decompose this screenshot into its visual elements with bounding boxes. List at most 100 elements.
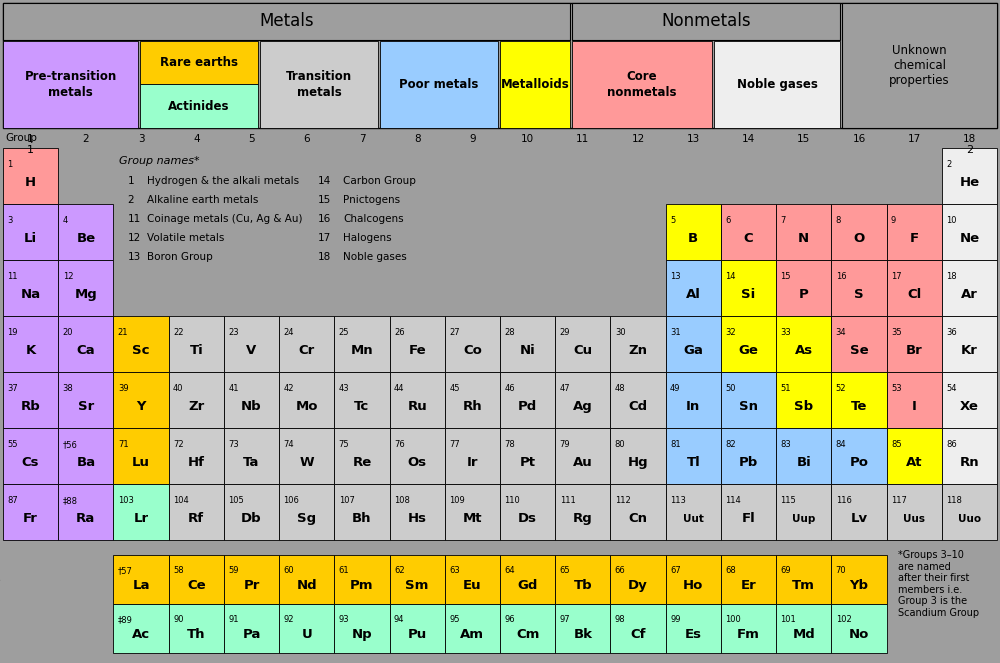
Text: Os: Os [408,456,427,469]
Text: Halogens: Halogens [343,233,392,243]
Bar [776,484,831,540]
Text: He: He [959,176,979,189]
Text: 59: 59 [228,566,239,575]
Text: Zr: Zr [188,400,204,413]
Bar [3,3,570,40]
Text: Coinage metals (Cu, Ag & Au): Coinage metals (Cu, Ag & Au) [147,214,303,224]
Text: P: P [799,288,809,301]
Text: Nd: Nd [296,579,317,592]
Text: 114: 114 [725,497,741,505]
Text: Pnictogens: Pnictogens [343,195,401,205]
Text: Ne: Ne [959,232,979,245]
Text: Fl: Fl [742,512,755,525]
Text: 62: 62 [394,566,405,575]
Text: 116: 116 [836,497,852,505]
Text: I: I [912,400,917,413]
Bar [3,484,58,540]
Bar [842,3,997,128]
Text: 11: 11 [127,214,141,224]
Text: Db: Db [241,512,262,525]
Bar [555,484,610,540]
Text: 84: 84 [836,440,846,450]
Text: Rare earths: Rare earths [160,56,238,69]
Text: Pr: Pr [243,579,260,592]
Text: Metalloids: Metalloids [501,78,569,91]
Text: Ni: Ni [520,344,535,357]
Text: Pt: Pt [520,456,536,469]
Bar [942,260,997,316]
Text: 18: 18 [317,252,331,262]
Bar [666,316,721,372]
Text: 8: 8 [836,216,841,225]
Text: Carbon Group: Carbon Group [343,176,416,186]
Text: Ca: Ca [77,344,95,357]
Bar [610,372,666,428]
Text: 1: 1 [7,160,13,169]
Text: 82: 82 [725,440,736,450]
Text: 16: 16 [852,134,866,144]
Bar [58,372,113,428]
Text: 70: 70 [836,566,846,575]
Text: 71: 71 [118,440,128,450]
Text: 14: 14 [725,272,736,281]
Bar [380,41,498,128]
Bar [334,484,390,540]
Text: 47: 47 [560,385,570,393]
Text: 117: 117 [891,497,907,505]
Bar [390,484,445,540]
Bar [390,555,445,604]
Bar [445,316,500,372]
Text: Sc: Sc [132,344,150,357]
Text: Si: Si [741,288,756,301]
Text: 1: 1 [127,176,134,186]
Bar [776,428,831,484]
Text: 2: 2 [83,134,89,144]
Text: Se: Se [850,344,868,357]
Text: Al: Al [686,288,701,301]
Text: 2: 2 [946,160,951,169]
Text: Eu: Eu [463,579,482,592]
Text: La: La [132,579,150,592]
Text: 25: 25 [339,328,349,337]
Text: Th: Th [187,628,206,641]
Text: 20: 20 [63,328,73,337]
Text: Lu: Lu [132,456,150,469]
Text: 42: 42 [284,385,294,393]
Text: Co: Co [463,344,482,357]
Text: Tm: Tm [792,579,815,592]
Text: 96: 96 [504,615,515,624]
Text: 15: 15 [317,195,331,205]
Text: 35: 35 [891,328,902,337]
Text: Rh: Rh [463,400,482,413]
Text: 44: 44 [394,385,404,393]
Text: 63: 63 [449,566,460,575]
Bar [610,316,666,372]
Text: Ds: Ds [518,512,537,525]
Text: Rn: Rn [960,456,979,469]
Bar [224,316,279,372]
Text: 100: 100 [725,615,741,624]
Text: Chalcogens: Chalcogens [343,214,404,224]
Bar [224,555,279,604]
Bar [169,372,224,428]
Bar [113,316,169,372]
Text: 23: 23 [228,328,239,337]
Bar [3,372,58,428]
Text: Pa: Pa [242,628,261,641]
Text: Cm: Cm [516,628,539,641]
Text: 91: 91 [228,615,239,624]
Text: 69: 69 [781,566,791,575]
Text: 61: 61 [339,566,349,575]
Text: 92: 92 [284,615,294,624]
Text: 64: 64 [504,566,515,575]
Bar [334,316,390,372]
Text: H: H [25,176,36,189]
Text: 45: 45 [449,385,460,393]
Text: Pm: Pm [350,579,374,592]
Text: 3: 3 [138,134,144,144]
Bar [334,372,390,428]
Text: Actinides: Actinides [0,623,1,634]
Text: 112: 112 [615,497,631,505]
Text: Bi: Bi [796,456,811,469]
Text: 60: 60 [284,566,294,575]
